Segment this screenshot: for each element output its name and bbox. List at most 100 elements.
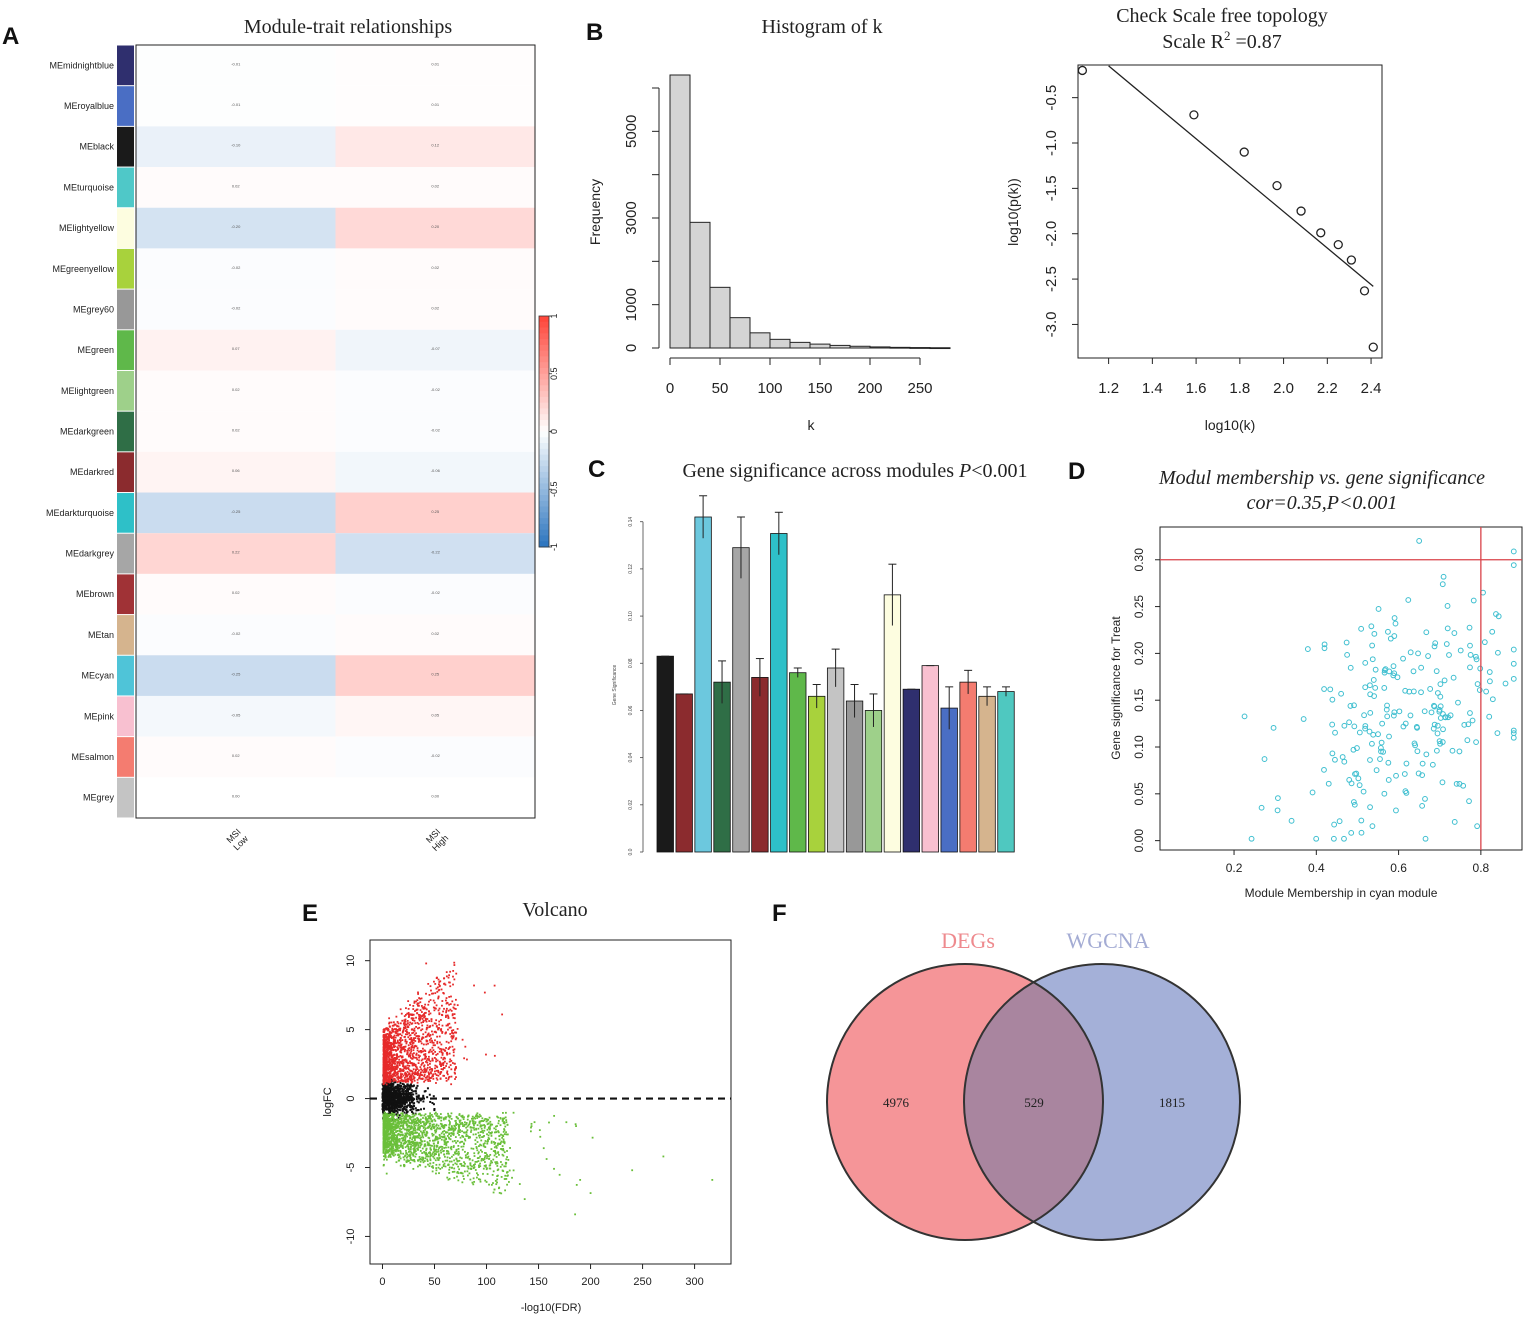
volcano-point-up xyxy=(408,1032,411,1034)
mm-point xyxy=(1419,802,1426,809)
volcano-point-ns xyxy=(388,1103,391,1106)
volcano-point-down xyxy=(426,1141,429,1144)
volcano-point-up xyxy=(415,1052,418,1055)
volcano-point-up xyxy=(445,1052,448,1054)
volcano-point-down xyxy=(478,1136,481,1139)
volcano-point-up xyxy=(444,1060,446,1063)
volcano-point-down xyxy=(384,1118,387,1121)
volcano-point-up xyxy=(389,1078,392,1081)
volcano-point-up xyxy=(402,1030,404,1033)
volcano-point-up xyxy=(425,1059,428,1062)
volcano-point-down xyxy=(396,1115,399,1118)
volcano-point-down xyxy=(427,1163,429,1166)
volcano-point-down xyxy=(383,1140,385,1142)
mm-point xyxy=(1362,659,1369,666)
volcano-point-down xyxy=(450,1148,453,1151)
volcano-point-up xyxy=(428,1058,430,1060)
heatmap-row-label: MEgrey xyxy=(83,793,115,803)
mm-point xyxy=(1473,739,1479,746)
mm-point xyxy=(1431,643,1438,650)
volcano-point-up xyxy=(427,983,430,985)
volcano-point-down xyxy=(467,1124,470,1127)
volcano-point-down xyxy=(460,1157,463,1160)
volcano-point-up xyxy=(393,1077,396,1080)
volcano-point-up xyxy=(449,1026,452,1029)
heatmap-cell-value: 0.00 xyxy=(232,794,241,799)
volcano-point-down xyxy=(392,1115,395,1118)
volcano-point-down xyxy=(494,1141,497,1144)
volcano-point-up xyxy=(396,1073,398,1076)
volcano-point-ns xyxy=(388,1100,391,1103)
volcano-point-up xyxy=(428,1073,431,1076)
volcano-point-down xyxy=(442,1165,445,1167)
scalefree-x-tick-label: 1.8 xyxy=(1229,380,1250,397)
volcano-point-down xyxy=(440,1116,443,1119)
volcano-point-down xyxy=(422,1117,424,1119)
volcano-point-up xyxy=(386,1079,389,1082)
volcano-point-down xyxy=(466,1174,469,1177)
mm-xlabel: Module Membership in cyan module xyxy=(1245,886,1438,900)
volcano-point-down xyxy=(432,1133,435,1136)
heatmap-row-label: MEroyalblue xyxy=(64,101,114,111)
volcano-point-down xyxy=(463,1116,465,1119)
volcano-point-down xyxy=(466,1153,469,1156)
volcano-point-down xyxy=(447,1112,449,1115)
colorbar-segment xyxy=(539,339,549,346)
volcano-point-down xyxy=(486,1128,489,1131)
volcano-point-down xyxy=(488,1164,491,1167)
volcano-point-down xyxy=(429,1115,432,1118)
volcano-point-up xyxy=(420,1021,423,1024)
volcano-point-down xyxy=(440,1132,443,1135)
volcano-point-up xyxy=(384,1039,387,1041)
volcano-point-down xyxy=(481,1129,484,1132)
volcano-point-down xyxy=(410,1146,412,1149)
volcano-point-down xyxy=(479,1124,482,1127)
volcano-point-up xyxy=(439,1073,442,1075)
volcano-point-down xyxy=(390,1117,393,1120)
volcano-point-down xyxy=(462,1136,465,1138)
mm-point xyxy=(1343,639,1350,646)
volcano-point-down xyxy=(465,1131,468,1133)
volcano-point-ns xyxy=(395,1086,398,1089)
volcano-point-ns xyxy=(406,1088,409,1091)
volcano-point-ns xyxy=(399,1103,402,1106)
volcano-point-down xyxy=(392,1139,395,1142)
volcano-point-down xyxy=(390,1137,393,1139)
volcano-point-up xyxy=(453,1048,456,1051)
volcano-point-ns xyxy=(406,1096,409,1099)
volcano-point-up xyxy=(397,1034,400,1037)
volcano-point-down xyxy=(457,1124,460,1126)
panel-letter-e: E xyxy=(302,900,318,927)
volcano-point-up xyxy=(392,1059,395,1062)
volcano-point-up xyxy=(433,1070,436,1073)
mm-point xyxy=(1362,684,1369,691)
volcano-point-ns xyxy=(396,1105,399,1108)
volcano-point-ns xyxy=(393,1093,396,1096)
volcano-point-down xyxy=(403,1118,406,1121)
gs-bar xyxy=(883,594,902,853)
volcano-point-down xyxy=(434,1137,437,1140)
volcano-point-down xyxy=(465,1133,468,1136)
volcano-point-down xyxy=(486,1155,489,1158)
volcano-point-ns xyxy=(405,1085,408,1088)
heatmap-cell xyxy=(136,329,336,371)
volcano-point-up xyxy=(397,1075,400,1078)
volcano-point-down xyxy=(491,1123,494,1126)
volcano-point-up xyxy=(404,1080,407,1083)
volcano-point-up xyxy=(452,1051,455,1054)
volcano-point-down xyxy=(400,1119,403,1122)
volcano-point-down xyxy=(397,1144,400,1147)
volcano-point-down xyxy=(400,1142,403,1145)
volcano-point-up xyxy=(384,1041,387,1043)
volcano-point-down xyxy=(433,1157,436,1160)
volcano-point-up xyxy=(395,1068,398,1071)
volcano-point-up xyxy=(410,1037,413,1039)
volcano-point-down xyxy=(501,1148,504,1151)
volcano-point-down xyxy=(429,1154,432,1157)
volcano-point-down xyxy=(471,1165,473,1168)
volcano-point-down xyxy=(496,1165,499,1167)
volcano-point-down xyxy=(438,1134,441,1137)
volcano-point-up xyxy=(400,1074,402,1077)
heatmap-cell-value: 0.12 xyxy=(431,143,440,148)
volcano-point-down xyxy=(473,1155,476,1157)
